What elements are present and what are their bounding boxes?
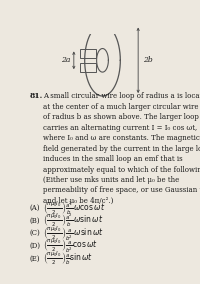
Text: approximately equal to which of the following?: approximately equal to which of the foll…: [43, 166, 200, 174]
Text: of radius b as shown above. The larger loop: of radius b as shown above. The larger l…: [43, 113, 199, 121]
Text: $\left(\frac{\pi\mu_0 I_0}{2}\right)\frac{a}{b}\sin\omega t$: $\left(\frac{\pi\mu_0 I_0}{2}\right)\fra…: [43, 250, 93, 268]
Text: $\left(\frac{\pi\mu_0 I_0}{2}\right)\frac{a}{b^2}\cos\omega t$: $\left(\frac{\pi\mu_0 I_0}{2}\right)\fra…: [43, 237, 98, 255]
Bar: [80, 49, 96, 58]
Text: A small circular wire loop of radius a is located: A small circular wire loop of radius a i…: [43, 92, 200, 100]
Text: (A): (A): [30, 204, 40, 212]
Text: 81.: 81.: [30, 92, 43, 100]
Text: 2a: 2a: [61, 56, 70, 64]
Text: and let μ₀ be 4π/c².): and let μ₀ be 4π/c².): [43, 197, 113, 205]
Text: permeability of free space, or use Gaussian units: permeability of free space, or use Gauss…: [43, 187, 200, 195]
Text: carries an alternating current I = I₀ cos ωt,: carries an alternating current I = I₀ co…: [43, 124, 197, 131]
Text: 2b: 2b: [143, 56, 152, 64]
Text: $\left(\frac{\pi\mu_0 I_0}{2}\right)\frac{a}{b^2}\,\omega\sin\omega t$: $\left(\frac{\pi\mu_0 I_0}{2}\right)\fra…: [43, 224, 104, 243]
Text: (D): (D): [30, 242, 41, 250]
Text: (B): (B): [30, 217, 40, 225]
Text: (E): (E): [30, 255, 40, 263]
Text: induces in the small loop an emf that is: induces in the small loop an emf that is: [43, 155, 182, 163]
Bar: [80, 63, 96, 72]
Text: field generated by the current in the large loop: field generated by the current in the la…: [43, 145, 200, 153]
Text: (C): (C): [30, 229, 40, 237]
Text: $\left(\frac{\pi\mu_0 I_0}{2}\right)\frac{a^2}{b}\,\omega\sin\omega t$: $\left(\frac{\pi\mu_0 I_0}{2}\right)\fra…: [43, 212, 103, 229]
Text: (Either use mks units and let μ₀ be the: (Either use mks units and let μ₀ be the: [43, 176, 179, 184]
Text: $\left(\frac{\pi\mu_0 I_0}{2}\right)\frac{a^2}{b}\,\omega\cos\omega t$: $\left(\frac{\pi\mu_0 I_0}{2}\right)\fra…: [43, 199, 105, 217]
Text: where I₀ and ω are constants. The magnetic: where I₀ and ω are constants. The magnet…: [43, 134, 200, 142]
Text: at the center of a much larger circular wire loop: at the center of a much larger circular …: [43, 103, 200, 110]
